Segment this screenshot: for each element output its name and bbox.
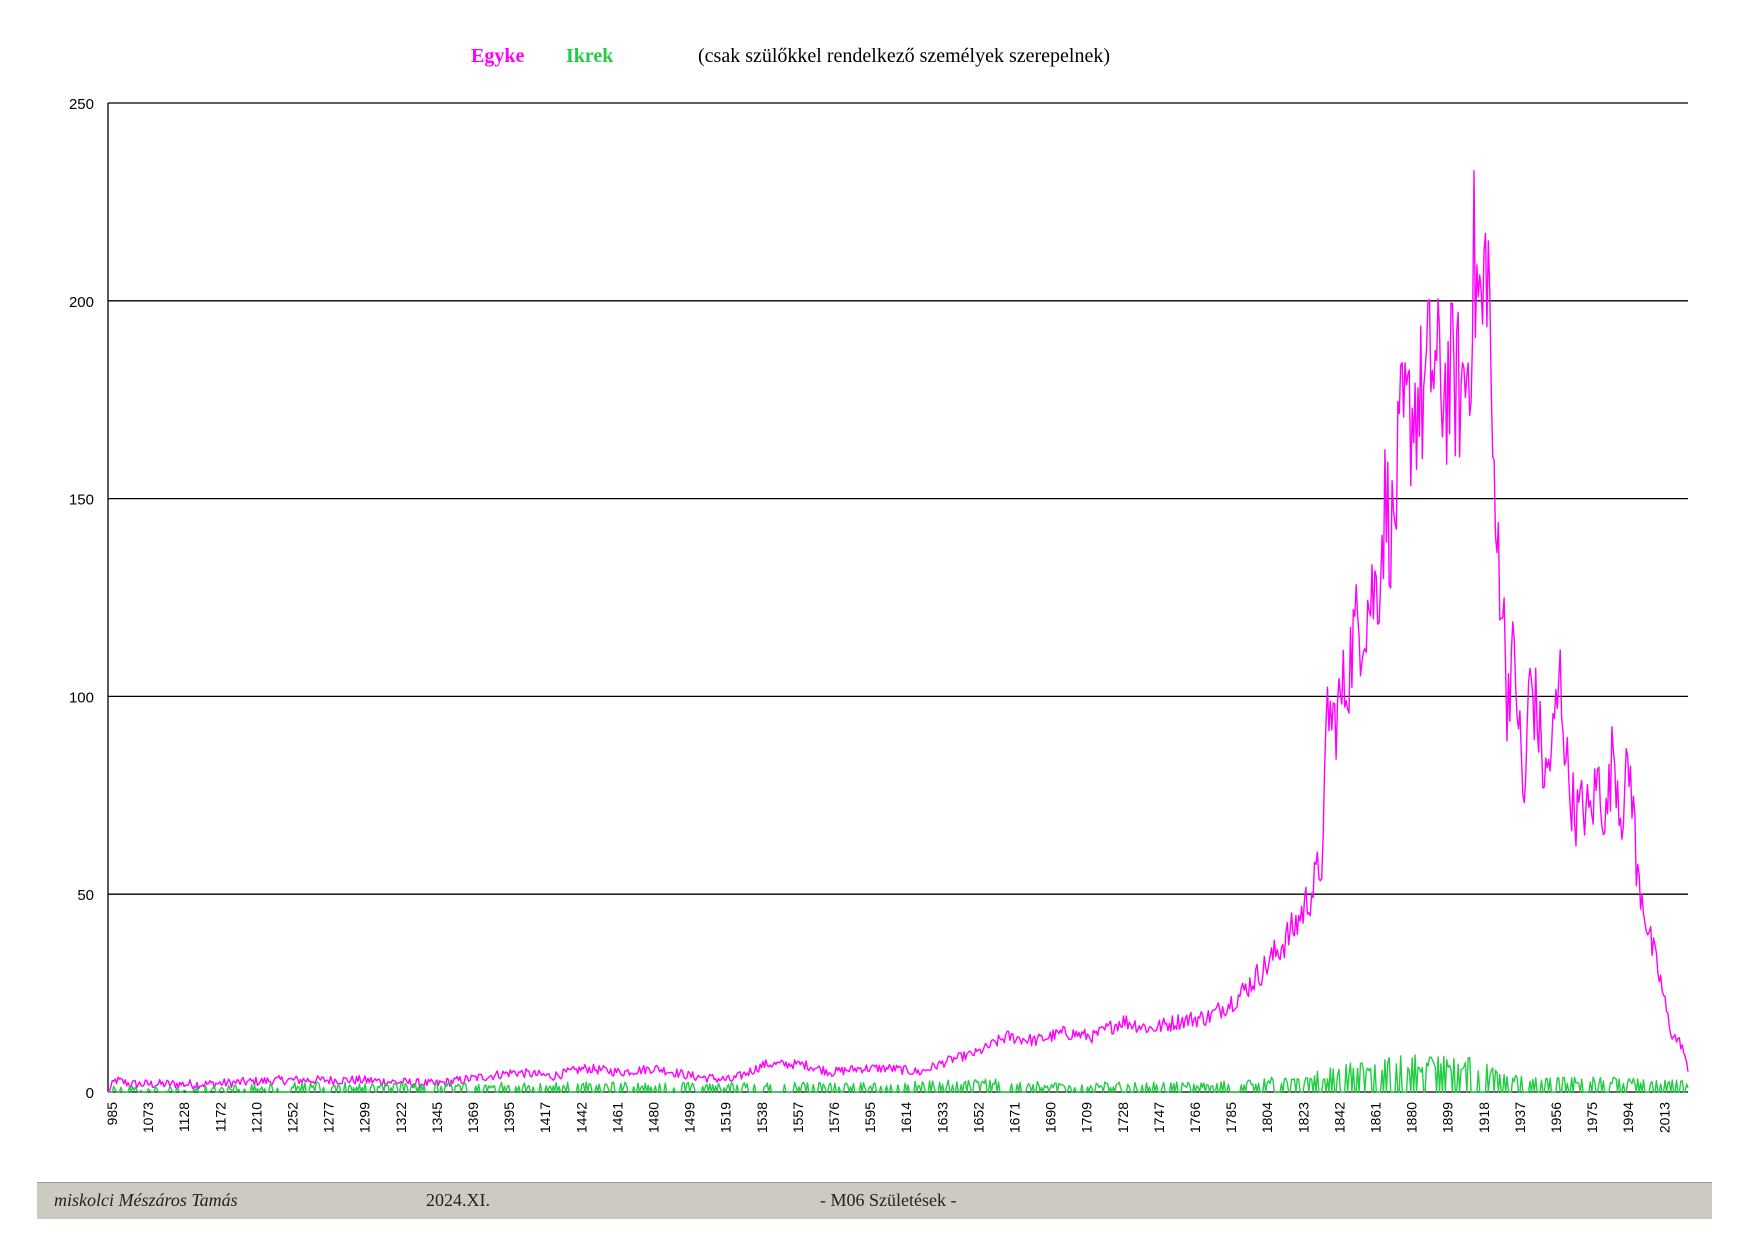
x-tick-label: 1937 — [1512, 1102, 1528, 1133]
x-tick-label: 1252 — [285, 1102, 301, 1133]
x-tick-label: 985 — [104, 1102, 120, 1126]
x-tick-label: 1417 — [537, 1102, 553, 1133]
x-tick-label: 1899 — [1440, 1102, 1456, 1133]
x-tick-label: 1823 — [1295, 1102, 1311, 1133]
legend-note: (csak szülőkkel rendelkező személyek sze… — [698, 45, 1111, 67]
legend: Egyke Ikrek (csak szülőkkel rendelkező s… — [0, 45, 1754, 75]
x-tick-label: 1322 — [393, 1102, 409, 1133]
x-tick-label: 1747 — [1151, 1102, 1167, 1133]
x-tick-label: 1172 — [212, 1102, 228, 1132]
x-tick-label: 1709 — [1079, 1102, 1095, 1133]
x-tick-label: 1499 — [682, 1102, 698, 1133]
x-tick-label: 1299 — [357, 1102, 373, 1133]
x-tick-label: 1210 — [248, 1102, 264, 1133]
x-tick-label: 1633 — [934, 1102, 950, 1133]
x-tick-label: 1073 — [140, 1102, 156, 1133]
series-line-egyke — [107, 170, 1689, 1093]
footer-author: miskolci Mészáros Tamás — [54, 1190, 238, 1210]
y-tick-label: 50 — [77, 887, 94, 904]
x-tick-label: 1956 — [1548, 1102, 1564, 1133]
x-tick-label: 1369 — [465, 1102, 481, 1133]
line-chart: 0 50 100 150 200 250 985 1073 1128 1172 1210 1252 1… — [69, 96, 1689, 1133]
x-tick-label: 1345 — [429, 1102, 445, 1133]
x-tick-label: 1918 — [1476, 1102, 1492, 1133]
x-tick-label: 1277 — [321, 1102, 337, 1133]
x-tick-label: 1804 — [1259, 1102, 1275, 1133]
x-tick-label: 1461 — [609, 1102, 625, 1133]
y-tick-label: 250 — [69, 96, 94, 113]
x-tick-label: 1861 — [1368, 1102, 1384, 1133]
y-tick-label: 150 — [69, 492, 94, 509]
x-tick-label: 1538 — [754, 1102, 770, 1133]
x-tick-label: 1690 — [1043, 1102, 1059, 1133]
y-axis: 0 50 100 150 200 250 — [69, 96, 109, 1102]
series-line-ikrek — [108, 1054, 1689, 1093]
x-tick-label: 1519 — [718, 1102, 734, 1133]
x-tick-label: 1442 — [573, 1102, 589, 1133]
x-tick-label: 1880 — [1404, 1102, 1420, 1133]
x-tick-label: 1842 — [1331, 1102, 1347, 1133]
x-axis: 985 1073 1128 1172 1210 1252 1277 1299 1322 1345 1… — [104, 1102, 1672, 1133]
x-tick-label: 2013 — [1656, 1102, 1672, 1133]
x-tick-label: 1652 — [970, 1102, 986, 1133]
x-tick-label: 1128 — [176, 1102, 192, 1132]
footer-bar: miskolci Mészáros Tamás 2024.XI. - M06 S… — [37, 1182, 1712, 1219]
x-tick-label: 1975 — [1584, 1102, 1600, 1133]
x-tick-label: 1766 — [1187, 1102, 1203, 1133]
y-tick-label: 200 — [69, 294, 94, 311]
x-tick-label: 1480 — [646, 1102, 662, 1133]
x-tick-label: 1671 — [1007, 1102, 1023, 1133]
x-tick-label: 1557 — [790, 1102, 806, 1133]
footer-date: 2024.XI. — [426, 1190, 490, 1210]
gridlines — [108, 102, 1688, 1093]
y-tick-label: 0 — [86, 1085, 94, 1102]
x-tick-label: 1595 — [862, 1102, 878, 1133]
footer-code: - M06 Születések - — [820, 1190, 957, 1210]
x-tick-label: 1785 — [1223, 1102, 1239, 1133]
x-tick-label: 1395 — [501, 1102, 517, 1133]
legend-egyke: Egyke — [471, 45, 525, 67]
x-tick-label: 1614 — [898, 1102, 914, 1133]
series-lines — [107, 170, 1689, 1093]
y-tick-label: 100 — [69, 689, 94, 706]
x-tick-label: 1994 — [1620, 1102, 1636, 1133]
legend-ikrek: Ikrek — [566, 45, 614, 67]
x-tick-label: 1728 — [1115, 1102, 1131, 1133]
x-tick-label: 1576 — [826, 1102, 842, 1133]
